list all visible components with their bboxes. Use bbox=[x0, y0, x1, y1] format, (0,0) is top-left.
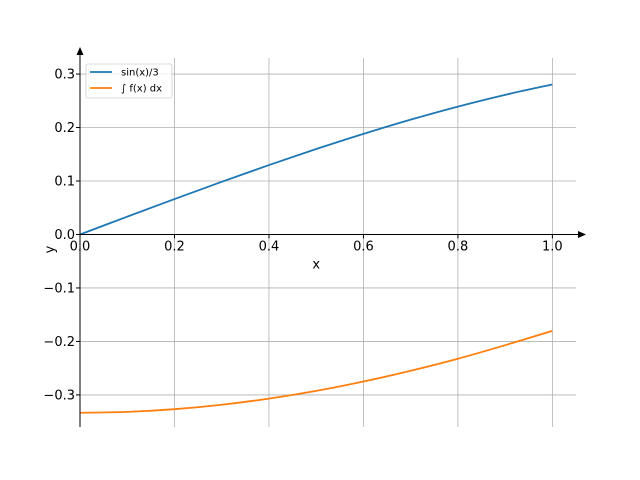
y-tick-label: −0.2 bbox=[43, 335, 75, 350]
x-tick-label: 0.8 bbox=[448, 239, 469, 254]
y-axis-arrow bbox=[76, 47, 84, 55]
legend: sin(x)/3 ∫ f(x) dx bbox=[85, 63, 173, 99]
legend-label: ∫ f(x) dx bbox=[121, 84, 162, 95]
x-axis-arrow bbox=[578, 230, 586, 238]
y-tick-label: 0.3 bbox=[54, 68, 75, 83]
x-axis-title: x bbox=[312, 257, 320, 272]
x-tick-label: 0.6 bbox=[353, 239, 374, 254]
y-tick-label: −0.1 bbox=[43, 281, 75, 296]
y-tick-label: 0.0 bbox=[54, 228, 75, 243]
y-tick-label: −0.3 bbox=[43, 388, 75, 403]
series-line bbox=[79, 329, 553, 414]
x-tick-label: 0.2 bbox=[164, 239, 185, 254]
axes bbox=[76, 47, 586, 427]
y-axis-title: y bbox=[43, 245, 58, 253]
ticks: 0.0 0.2 0.4 0.6 0.8 1.0 −0.3 −0.2 −0.1 0.0 0.1 0.2 0… bbox=[43, 68, 562, 404]
x-tick-label: 1.0 bbox=[542, 239, 563, 254]
x-tick-label: 0.4 bbox=[259, 239, 280, 254]
series-line bbox=[79, 83, 553, 236]
x-tick-label: 0.0 bbox=[70, 239, 91, 254]
series-group bbox=[79, 83, 553, 414]
legend-label: sin(x)/3 bbox=[121, 68, 159, 79]
grid bbox=[79, 58, 576, 427]
y-tick-label: 0.2 bbox=[54, 121, 75, 136]
y-tick-label: 0.1 bbox=[54, 175, 75, 190]
